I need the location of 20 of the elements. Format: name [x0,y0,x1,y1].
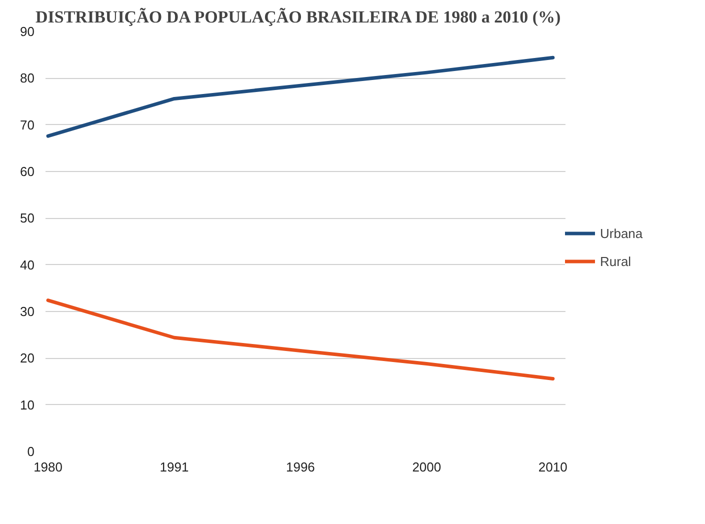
y-tick-label: 0 [27,444,35,459]
y-tick-label: 80 [20,70,35,86]
legend-label: Rural [600,254,632,268]
y-tick-label: 90 [20,24,35,39]
y-tick-label: 30 [20,304,35,319]
x-tick-label: 1980 [34,460,62,474]
x-tick-label: 1996 [286,460,315,474]
y-tick-label: 60 [20,164,35,179]
y-tick-label: 10 [20,397,35,412]
line-series [46,298,555,380]
y-tick-label: 20 [20,350,35,366]
y-tick-label: 50 [20,210,35,226]
y-tick-label: 40 [20,257,35,272]
legend-label: Urbana [600,226,643,240]
x-tick-label: 1991 [160,460,189,474]
x-tick-label: 2000 [412,460,442,474]
chart-title: DISTRIBUIÇÃO DA POPULAÇÃO BRASILEIRA DE 1980 a 2010 (%) [36,8,561,26]
x-tick-label: 2010 [538,460,568,474]
line-series [46,56,555,138]
y-tick-label: 70 [20,117,35,132]
